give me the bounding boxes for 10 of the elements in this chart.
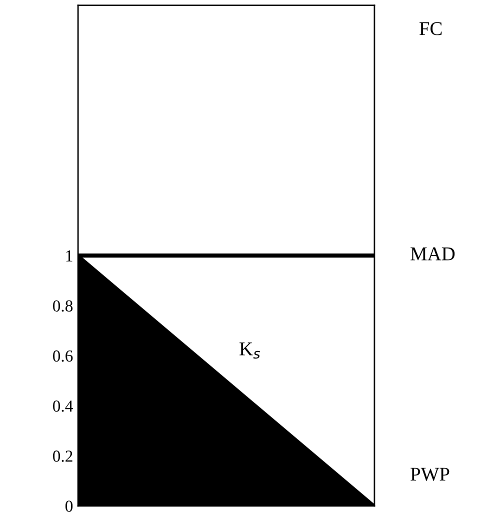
y-tick-label: 0.2 — [52, 450, 72, 462]
annotation: FC — [419, 22, 442, 36]
ref-line-label: MAD — [410, 247, 455, 260]
annotation: K$_{s}$ — [240, 342, 260, 359]
annotation: PWP — [410, 468, 450, 481]
y-tick-label: 0.6 — [52, 350, 73, 362]
y-tick-label: 0.4 — [52, 400, 73, 412]
y-tick-label: 0 — [65, 500, 73, 512]
y-tick-label: 0.8 — [52, 300, 73, 312]
y-tick-label: 1 — [66, 250, 72, 262]
